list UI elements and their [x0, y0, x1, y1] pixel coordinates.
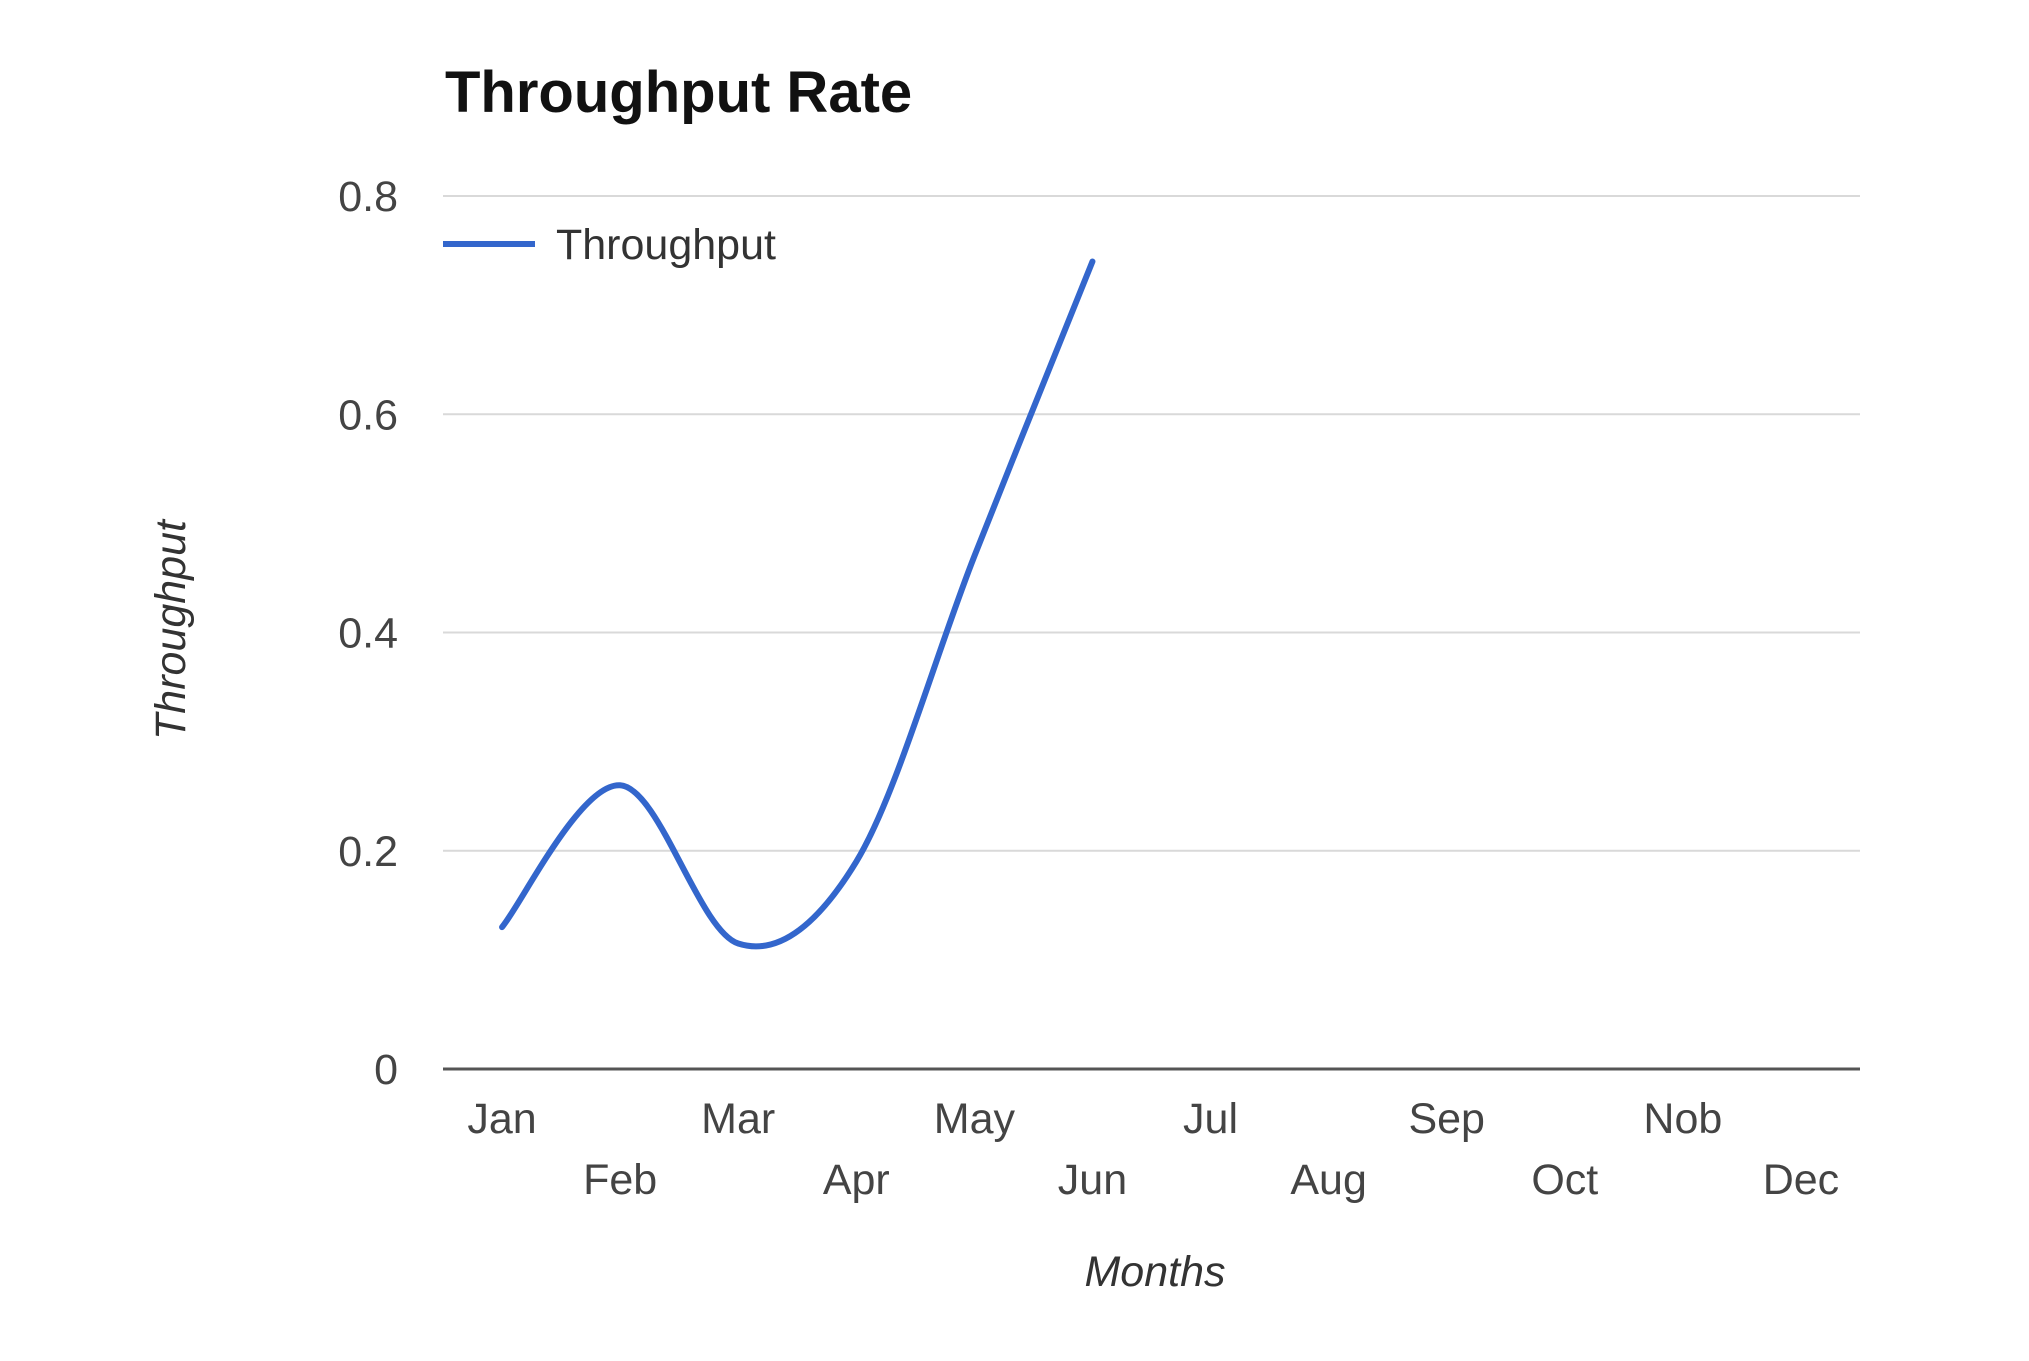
x-tick-label: Dec	[1763, 1156, 1839, 1204]
x-tick-label: Sep	[1408, 1095, 1485, 1143]
x-tick-label: Aug	[1290, 1156, 1367, 1204]
legend-label-throughput: Throughput	[556, 221, 776, 269]
y-tick-label: 0.8	[338, 173, 398, 221]
legend: Throughput	[443, 221, 776, 269]
x-tick-label: Apr	[823, 1156, 890, 1204]
y-tick-label: 0.2	[338, 828, 398, 876]
x-tick-label: Jan	[467, 1095, 536, 1143]
x-axis-ticks: Jan Feb Mar Apr May Jun Jul Aug Sep Oct Nob Dec	[467, 1095, 1839, 1204]
gridlines	[443, 195, 1860, 1071]
x-tick-label: May	[934, 1095, 1016, 1143]
y-tick-label: 0	[374, 1046, 398, 1094]
y-tick-label: 0.4	[338, 610, 398, 658]
x-tick-label: Jun	[1058, 1156, 1127, 1204]
x-axis-title: Months	[1084, 1248, 1225, 1296]
x-tick-label: Mar	[701, 1095, 775, 1143]
x-tick-label: Nob	[1643, 1095, 1722, 1143]
y-tick-label: 0.6	[338, 391, 398, 439]
y-axis-ticks: 0 0.2 0.4 0.6 0.8	[338, 173, 398, 1094]
series-line-throughput	[499, 258, 1096, 950]
y-axis-title: Throughput	[147, 518, 195, 740]
chart-title: Throughput Rate	[445, 60, 912, 125]
series-lines	[499, 258, 1096, 950]
x-tick-label: Jul	[1183, 1095, 1238, 1143]
x-tick-label: Oct	[1531, 1156, 1598, 1204]
x-tick-label: Feb	[583, 1156, 657, 1204]
